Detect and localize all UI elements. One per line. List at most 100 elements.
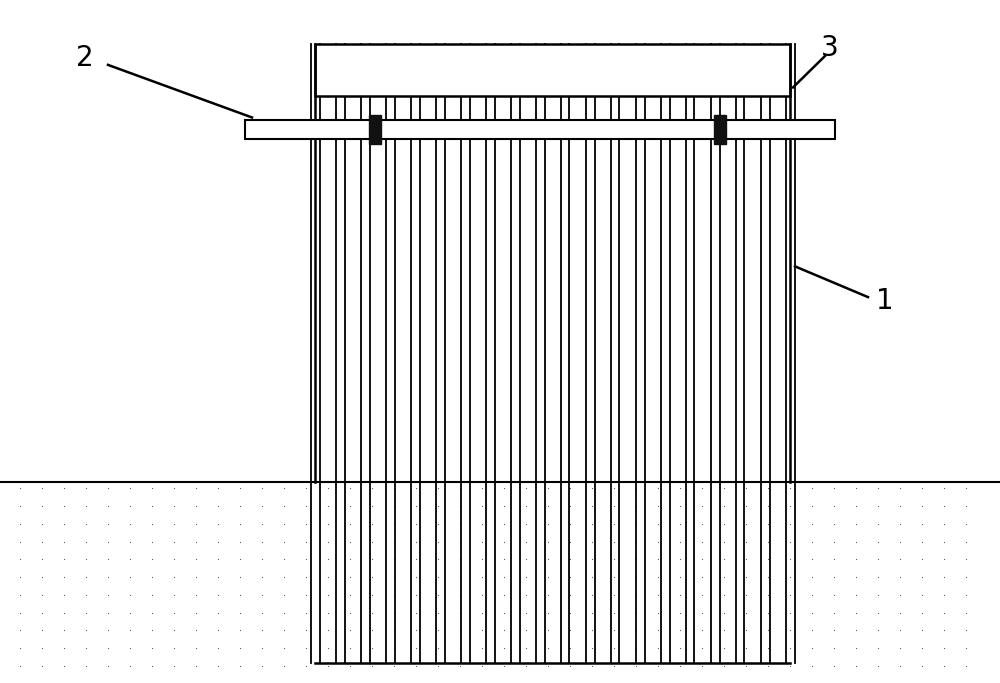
Point (672, 536, 688, 547)
Point (188, 625, 204, 636)
Point (166, 625, 182, 636)
Point (584, 554, 600, 565)
Point (628, 572, 644, 583)
Point (562, 572, 578, 583)
Point (628, 660, 644, 671)
Point (386, 607, 402, 618)
Point (914, 536, 930, 547)
Point (364, 625, 380, 636)
Point (364, 536, 380, 547)
Point (694, 554, 710, 565)
Point (166, 536, 182, 547)
Point (628, 643, 644, 654)
Point (672, 660, 688, 671)
Point (870, 501, 886, 512)
Point (430, 643, 446, 654)
Point (298, 518, 314, 529)
Point (298, 643, 314, 654)
Point (826, 625, 842, 636)
Point (210, 643, 226, 654)
Point (584, 660, 600, 671)
Point (628, 518, 644, 529)
Point (914, 483, 930, 494)
Point (122, 643, 138, 654)
Point (364, 554, 380, 565)
Point (958, 518, 974, 529)
Point (958, 589, 974, 600)
Point (606, 660, 622, 671)
Point (562, 518, 578, 529)
Point (716, 554, 732, 565)
Point (298, 589, 314, 600)
Point (496, 518, 512, 529)
Point (430, 518, 446, 529)
Point (320, 554, 336, 565)
Point (452, 483, 468, 494)
Point (144, 536, 160, 547)
Point (606, 572, 622, 583)
Point (232, 660, 248, 671)
Point (936, 554, 952, 565)
Point (232, 501, 248, 512)
Point (892, 501, 908, 512)
Point (540, 518, 556, 529)
Point (408, 625, 424, 636)
Point (34, 501, 50, 512)
Point (408, 536, 424, 547)
Point (496, 589, 512, 600)
Point (320, 625, 336, 636)
Point (716, 643, 732, 654)
Point (166, 660, 182, 671)
Point (738, 589, 754, 600)
Point (870, 660, 886, 671)
Point (166, 501, 182, 512)
Point (276, 518, 292, 529)
Point (122, 572, 138, 583)
Point (56, 536, 72, 547)
Point (606, 536, 622, 547)
Point (518, 501, 534, 512)
Point (694, 536, 710, 547)
Point (958, 483, 974, 494)
Point (892, 660, 908, 671)
Point (12, 536, 28, 547)
Point (936, 483, 952, 494)
Point (606, 501, 622, 512)
Point (650, 589, 666, 600)
Point (738, 660, 754, 671)
Point (364, 572, 380, 583)
Point (232, 483, 248, 494)
Point (210, 625, 226, 636)
Point (342, 589, 358, 600)
Point (34, 643, 50, 654)
Point (738, 536, 754, 547)
Point (34, 607, 50, 618)
Point (694, 625, 710, 636)
Point (804, 643, 820, 654)
Point (584, 536, 600, 547)
Point (342, 572, 358, 583)
Point (650, 660, 666, 671)
Point (606, 518, 622, 529)
Point (936, 607, 952, 618)
Point (342, 501, 358, 512)
Point (474, 501, 490, 512)
Point (166, 589, 182, 600)
Point (78, 589, 94, 600)
Point (826, 536, 842, 547)
Point (12, 518, 28, 529)
Point (936, 589, 952, 600)
Point (12, 554, 28, 565)
Point (320, 607, 336, 618)
Point (804, 607, 820, 618)
Point (540, 643, 556, 654)
Point (496, 625, 512, 636)
Point (936, 572, 952, 583)
Point (320, 572, 336, 583)
Point (848, 625, 864, 636)
Point (78, 625, 94, 636)
Point (276, 625, 292, 636)
Point (650, 625, 666, 636)
Point (540, 607, 556, 618)
Point (738, 518, 754, 529)
